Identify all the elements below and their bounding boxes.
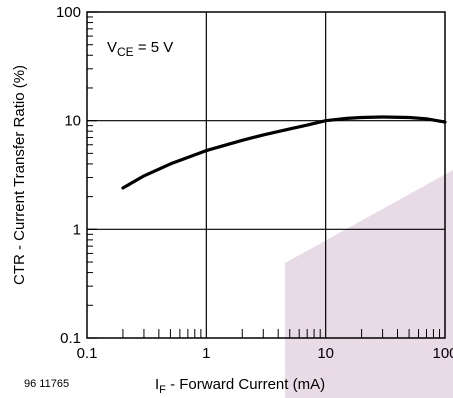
vce-annotation: VCE = 5 V bbox=[107, 39, 173, 59]
y-axis-label: CTR - Current Transfer Ratio (%) bbox=[11, 65, 28, 285]
y-tick-label: 1 bbox=[73, 221, 81, 238]
grid-lines bbox=[87, 12, 445, 338]
y-tick-label: 0.1 bbox=[60, 330, 81, 347]
y-tick-labels: 0.1 1 10 100 bbox=[56, 4, 81, 347]
ctr-curve bbox=[121, 115, 447, 190]
x-label-rest: - Forward Current (mA) bbox=[166, 376, 325, 393]
figure-id: 96 11765 bbox=[24, 378, 69, 390]
x-tick-labels: 0.1 1 10 100 bbox=[77, 345, 453, 362]
y-tick-label: 10 bbox=[64, 113, 81, 130]
vce-sub: CE bbox=[117, 45, 134, 59]
vce-main: V bbox=[107, 39, 117, 56]
x-axis-label: IF - Forward Current (mA) bbox=[155, 376, 325, 396]
minor-ticks bbox=[87, 11, 441, 339]
y-tick-label: 100 bbox=[56, 4, 81, 21]
watermark-shape bbox=[285, 170, 453, 398]
x-tick-label: 100 bbox=[432, 345, 453, 362]
x-tick-label: 10 bbox=[317, 345, 334, 362]
x-tick-label: 0.1 bbox=[77, 345, 98, 362]
x-tick-label: 1 bbox=[202, 345, 210, 362]
x-label-sub: F bbox=[159, 384, 166, 396]
x-label-main: I bbox=[155, 376, 159, 393]
vce-rest: = 5 V bbox=[134, 39, 174, 56]
plot-frame bbox=[86, 11, 446, 339]
